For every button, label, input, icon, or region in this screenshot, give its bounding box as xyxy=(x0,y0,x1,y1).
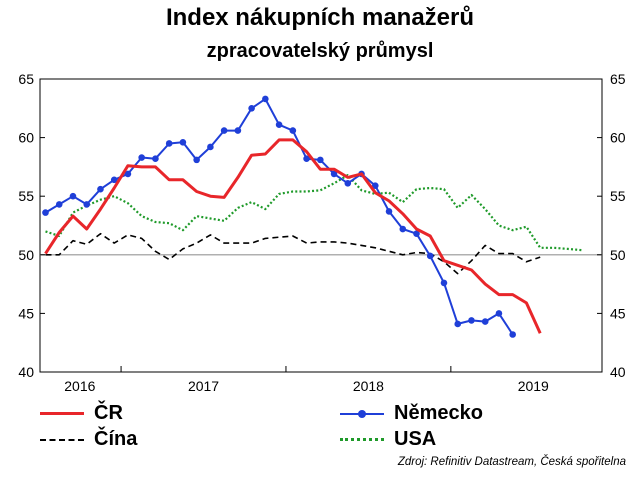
legend-swatch-usa xyxy=(340,438,384,442)
point-nemecko-32 xyxy=(481,318,489,325)
point-nemecko-29 xyxy=(440,279,448,287)
series-line-nemecko xyxy=(44,97,514,336)
y-tick-label-left-50: 50 xyxy=(18,247,34,263)
y-tick-label-right-55: 55 xyxy=(610,188,626,204)
legend-item-cr: ČR xyxy=(40,402,123,425)
legend-swatch-cr xyxy=(40,412,84,416)
point-nemecko-26 xyxy=(399,225,407,233)
series-line-cr xyxy=(44,138,542,334)
point-nemecko-18 xyxy=(289,127,297,134)
point-nemecko-17 xyxy=(275,121,283,129)
point-nemecko-10 xyxy=(179,138,187,146)
point-nemecko-28 xyxy=(426,252,434,260)
point-nemecko-24 xyxy=(371,182,379,189)
legend-label-cr: ČR xyxy=(94,402,123,424)
legend-label-usa: USA xyxy=(394,428,437,450)
legend-label-nemecko: Německo xyxy=(394,402,483,424)
legend-item-cina: Čína xyxy=(40,428,137,451)
legend-swatch-cina xyxy=(40,438,84,441)
point-nemecko-5 xyxy=(110,176,118,184)
point-nemecko-22 xyxy=(344,180,352,187)
point-nemecko-1 xyxy=(55,201,63,208)
point-nemecko-3 xyxy=(83,201,91,208)
point-nemecko-14 xyxy=(234,127,242,134)
point-nemecko-11 xyxy=(193,156,200,164)
chart-title: Index nákupních manažerů xyxy=(165,4,475,31)
point-nemecko-15 xyxy=(248,105,255,112)
point-nemecko-21 xyxy=(330,170,338,178)
x-tick-label-2016: 2016 xyxy=(64,378,95,394)
chart-subtitle: zpracovatelský průmysl xyxy=(206,40,434,62)
legend-label-cina: Čína xyxy=(94,428,138,450)
y-tick-label-right-65: 65 xyxy=(610,71,626,87)
source-note: Zdroj: Refinitiv Datastream, Česká spoři… xyxy=(397,456,626,468)
point-nemecko-8 xyxy=(152,155,159,162)
y-tick-label-right-40: 40 xyxy=(610,364,626,380)
plot-frame xyxy=(39,78,603,373)
series-line-cina xyxy=(45,232,541,275)
point-nemecko-9 xyxy=(165,140,173,147)
point-nemecko-27 xyxy=(413,230,420,238)
y-tick-label-right-60: 60 xyxy=(610,130,626,146)
legend-item-nemecko: Německo xyxy=(340,402,483,425)
point-nemecko-13 xyxy=(220,127,228,134)
y-tick-label-left-40: 40 xyxy=(18,364,34,380)
point-nemecko-34 xyxy=(509,331,516,338)
y-tick-label-left-45: 45 xyxy=(18,305,34,321)
point-nemecko-30 xyxy=(454,320,462,328)
chart-series xyxy=(42,95,582,338)
y-tick-label-right-50: 50 xyxy=(610,247,626,263)
point-nemecko-0 xyxy=(42,209,49,216)
y-tick-label-left-60: 60 xyxy=(18,130,34,146)
point-nemecko-33 xyxy=(495,310,503,317)
y-tick-label-right-45: 45 xyxy=(610,305,626,321)
point-nemecko-2 xyxy=(69,192,77,200)
y-tick-label-left-65: 65 xyxy=(18,71,34,87)
point-nemecko-16 xyxy=(262,95,269,103)
chart-axes xyxy=(39,78,603,373)
point-nemecko-31 xyxy=(468,317,475,324)
point-nemecko-20 xyxy=(317,156,324,164)
point-nemecko-7 xyxy=(138,154,145,161)
x-tick-label-2017: 2017 xyxy=(188,378,219,394)
y-tick-label-left-55: 55 xyxy=(18,188,34,204)
point-nemecko-25 xyxy=(385,208,393,215)
series-line-usa xyxy=(45,174,582,252)
point-nemecko-6 xyxy=(124,170,132,178)
point-nemecko-4 xyxy=(97,185,104,193)
chart-ticks: 40 40 45 45 50 50 55 55 60 60 65 65 2016 2017 2018 2019 xyxy=(18,71,625,394)
point-nemecko-19 xyxy=(303,155,310,162)
point-nemecko-12 xyxy=(207,143,214,151)
legend-item-usa: USA xyxy=(340,428,436,451)
legend-swatch-nemecko xyxy=(340,409,384,418)
x-tick-label-2018: 2018 xyxy=(353,378,384,394)
x-tick-label-2019: 2019 xyxy=(518,378,549,394)
